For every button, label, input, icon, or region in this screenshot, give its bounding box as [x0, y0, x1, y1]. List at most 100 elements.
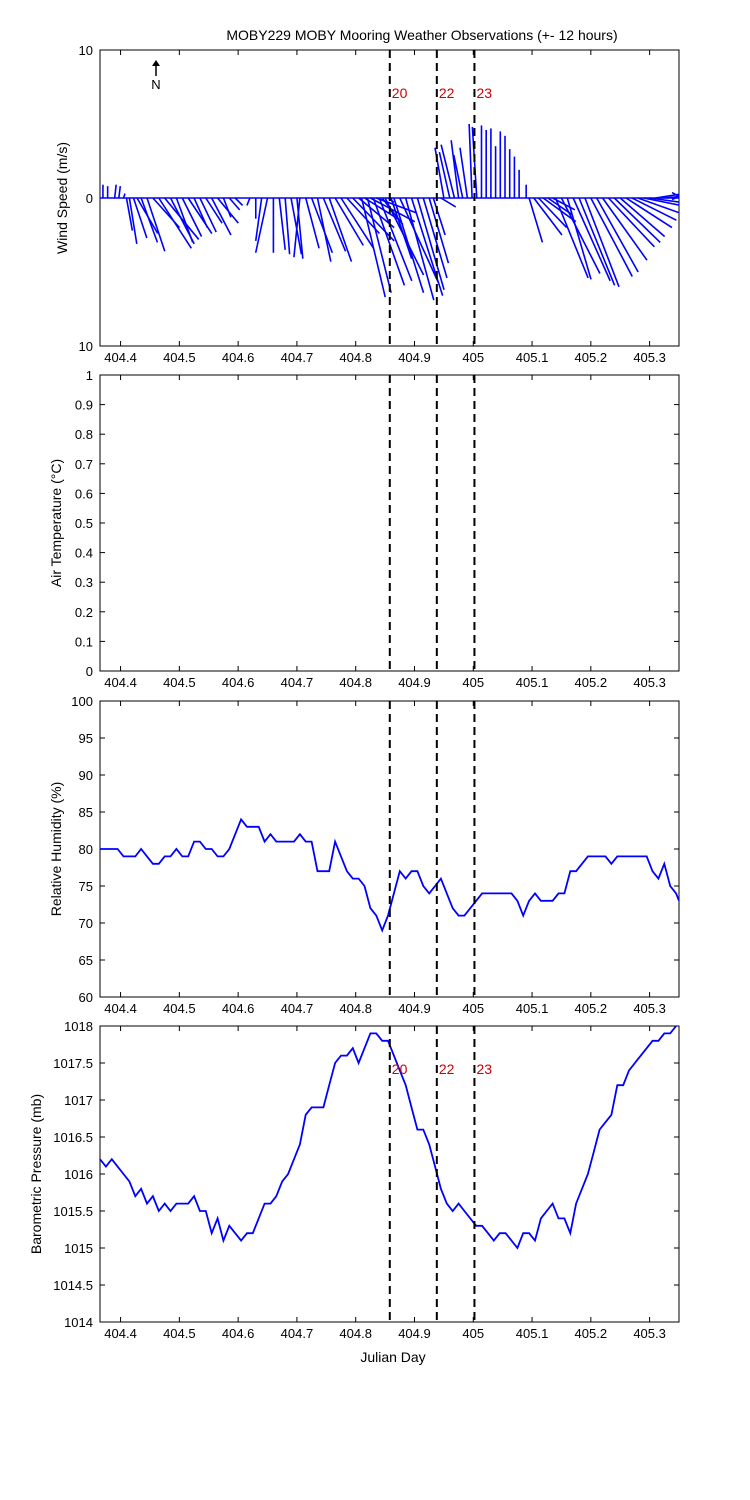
- y-tick-label: 1015: [64, 1241, 93, 1256]
- wind-vector: [296, 197, 304, 259]
- wind-vector: [619, 197, 666, 238]
- wind-vector: [205, 197, 223, 224]
- wind-vector: [560, 197, 601, 274]
- y-tick-label: 0.4: [75, 546, 93, 561]
- x-tick-label: 404.8: [339, 675, 372, 690]
- wind-vector: [222, 197, 232, 218]
- wind-vector: [118, 186, 122, 199]
- y-tick-label: 0: [86, 664, 93, 679]
- series-line: [100, 817, 679, 933]
- wind-vector: [450, 140, 460, 199]
- wind-vector: [187, 197, 213, 234]
- wind-vector: [290, 197, 303, 255]
- wind-speed-panel: 404.4 404.5 404.6 404.7 404.8 404.9 405 405.1 40…: [54, 43, 680, 365]
- y-tick-label: 1: [86, 368, 93, 383]
- x-tick-label: 405.3: [633, 350, 666, 365]
- wind-vector: [438, 151, 451, 199]
- wind-vector: [340, 197, 375, 249]
- wind-vector: [181, 197, 203, 237]
- wind-vector: [453, 154, 464, 199]
- y-tick-label: 60: [79, 990, 93, 1005]
- wind-vector: [542, 197, 577, 223]
- wind-vector: [328, 197, 353, 262]
- wind-vector: [578, 197, 616, 286]
- y-tick-label: 1017.5: [53, 1056, 93, 1071]
- plot-data: [100, 1026, 677, 1250]
- north-arrow: N: [151, 60, 161, 92]
- wind-vector: [566, 197, 592, 280]
- barometric-pressure-panel: 404.4 404.5 404.6 404.7 404.8 404.9 405 405.1 40…: [28, 1019, 680, 1341]
- relative-humidity-panel: 404.4 404.5 404.6 404.7 404.8 404.9 405 405.1 40…: [48, 694, 680, 1016]
- event-marker-label: 23: [476, 1061, 492, 1077]
- wind-arrowhead: [671, 191, 679, 201]
- y-tick-label: 100: [71, 694, 93, 709]
- wind-vector: [370, 197, 416, 223]
- y-tick-label: 0.9: [75, 398, 93, 413]
- y-tick-label: 70: [79, 916, 93, 931]
- y-tick-label: 1018: [64, 1019, 93, 1034]
- wind-vector: [132, 197, 148, 239]
- wind-vector: [625, 197, 673, 229]
- wind-vector: [459, 147, 469, 199]
- wind-vector: [293, 197, 301, 258]
- wind-vector: [643, 197, 679, 206]
- wind-vector: [310, 197, 334, 254]
- wind-vector: [596, 197, 639, 273]
- x-tick-label: 404.6: [222, 350, 255, 365]
- wind-vector: [649, 197, 679, 203]
- wind-vector: [322, 197, 347, 252]
- wind-vector: [304, 197, 320, 249]
- x-tick-label: 404.5: [163, 675, 196, 690]
- event-marker-label: 22: [439, 1061, 455, 1077]
- x-tick-label: 404.9: [398, 1001, 431, 1016]
- x-tick-label: 404.4: [104, 350, 137, 365]
- y-tick-label: 65: [79, 953, 93, 968]
- wind-vector: [210, 197, 232, 236]
- series-line: [100, 1026, 677, 1250]
- y-tick-label: 0.8: [75, 427, 93, 442]
- wind-vector: [393, 197, 425, 293]
- wind-vector: [607, 197, 655, 248]
- wind-vector: [316, 197, 332, 262]
- wind-vector: [199, 197, 217, 233]
- x-tick-label: 405.2: [575, 1326, 608, 1341]
- x-tick-label: 405.3: [633, 675, 666, 690]
- x-tick-label: 404.7: [281, 350, 314, 365]
- x-tick-label: 404.8: [339, 1326, 372, 1341]
- wind-vector: [193, 197, 209, 228]
- y-tick-label: 1014.5: [53, 1278, 93, 1293]
- wind-vector: [554, 197, 589, 279]
- event-marker-label: 20: [392, 85, 408, 101]
- x-tick-label: 405.1: [516, 1001, 549, 1016]
- wind-vector: [346, 197, 381, 235]
- y-tick-label: 1015.5: [53, 1204, 93, 1219]
- y-tick-label: 0.5: [75, 516, 93, 531]
- wind-vector: [372, 197, 406, 286]
- y-axis-label: Barometric Pressure (mb): [28, 1094, 44, 1254]
- wind-vector: [613, 197, 661, 243]
- x-tick-label: 405: [462, 1326, 484, 1341]
- y-tick-label: 0.7: [75, 457, 93, 472]
- x-tick-label: 404.7: [281, 1001, 314, 1016]
- y-axis-label: Relative Humidity (%): [48, 782, 64, 917]
- plot-data: [100, 123, 679, 301]
- wind-vector: [122, 193, 126, 199]
- x-tick-label: 404.5: [163, 1001, 196, 1016]
- x-tick-label: 404.9: [398, 675, 431, 690]
- wind-vector: [284, 197, 291, 255]
- wind-vector: [175, 197, 194, 243]
- x-tick-label: 405: [462, 675, 484, 690]
- y-tick-label: 95: [79, 731, 93, 746]
- wind-vector: [334, 197, 364, 246]
- wind-vector: [125, 197, 134, 231]
- y-tick-label: 85: [79, 805, 93, 820]
- wind-vector: [246, 197, 251, 206]
- x-tick-label: 405: [462, 1001, 484, 1016]
- y-tick-label: 0.1: [75, 634, 93, 649]
- x-tick-label: 404.5: [163, 1326, 196, 1341]
- wind-vector: [590, 197, 633, 277]
- wind-vector: [254, 197, 269, 253]
- wind-vector: [254, 197, 263, 242]
- y-tick-label: 0.3: [75, 575, 93, 590]
